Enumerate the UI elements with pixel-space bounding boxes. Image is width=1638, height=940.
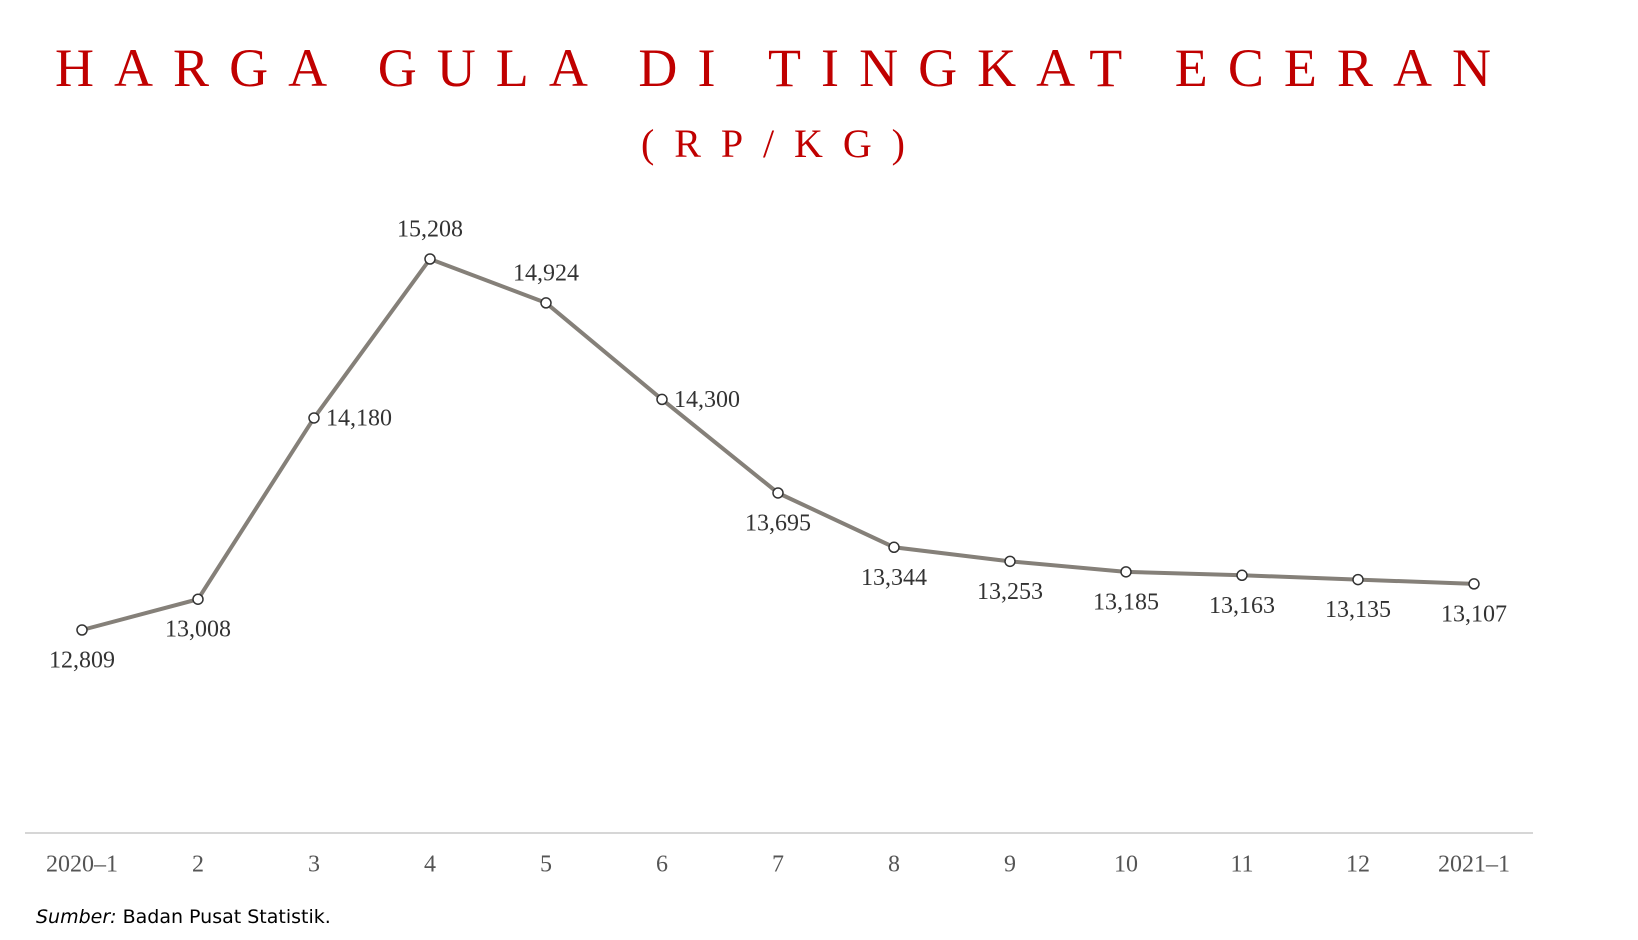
x-tick-label: 2 (192, 852, 204, 878)
value-label: 15,208 (397, 217, 463, 243)
point (540, 297, 552, 309)
source: Sumber: Badan Pusat Statistik. (36, 906, 331, 928)
point (1352, 573, 1364, 586)
value-label: 13,253 (977, 579, 1043, 605)
x-tick-label: 12 (1346, 852, 1370, 878)
value-label: 13,185 (1093, 589, 1159, 615)
x-tick-label: 7 (772, 852, 784, 878)
point (76, 624, 88, 636)
value-label: 13,163 (1209, 593, 1275, 619)
chart-title: HARGA GULA DI TINGKAT ECERAN (55, 38, 1491, 98)
point (192, 593, 204, 605)
x-tick-label: 11 (1230, 852, 1253, 878)
line (81, 256, 1475, 632)
x-tick-label: 6 (656, 852, 668, 878)
point (1120, 566, 1132, 578)
value-label: 14,924 (513, 260, 579, 286)
x-tick-label: 5 (540, 852, 552, 878)
x-tick-label: 8 (888, 852, 900, 878)
x-tick-label: 10 (1114, 852, 1138, 878)
value-label: 13,344 (861, 565, 927, 591)
source-label: Sumber: (36, 906, 117, 928)
value-label: 13,135 (1325, 597, 1391, 623)
value-label: 12,809 (49, 648, 115, 674)
value-label: 13,107 (1441, 601, 1507, 627)
x-tick-label: 2020–1 (46, 852, 118, 878)
point (888, 541, 900, 554)
point (1004, 555, 1016, 568)
value-label: 14,300 (674, 387, 740, 413)
source-text: Badan Pusat Statistik. (123, 906, 331, 928)
chart-subtitle: (RP/KG) (641, 121, 905, 166)
point (1468, 578, 1480, 590)
point (424, 253, 436, 265)
point (308, 412, 320, 424)
value-label: 14,180 (326, 405, 392, 431)
value-label: 13,695 (745, 510, 811, 536)
point (1236, 569, 1248, 582)
value-label: 13,008 (165, 617, 231, 643)
x-tick-label: 9 (1004, 852, 1016, 878)
x-tick-label: 3 (308, 852, 320, 878)
x-tick-label: 2021–1 (1438, 852, 1510, 878)
point (656, 393, 668, 406)
x-tick-label: 4 (424, 852, 436, 878)
point (772, 487, 784, 499)
